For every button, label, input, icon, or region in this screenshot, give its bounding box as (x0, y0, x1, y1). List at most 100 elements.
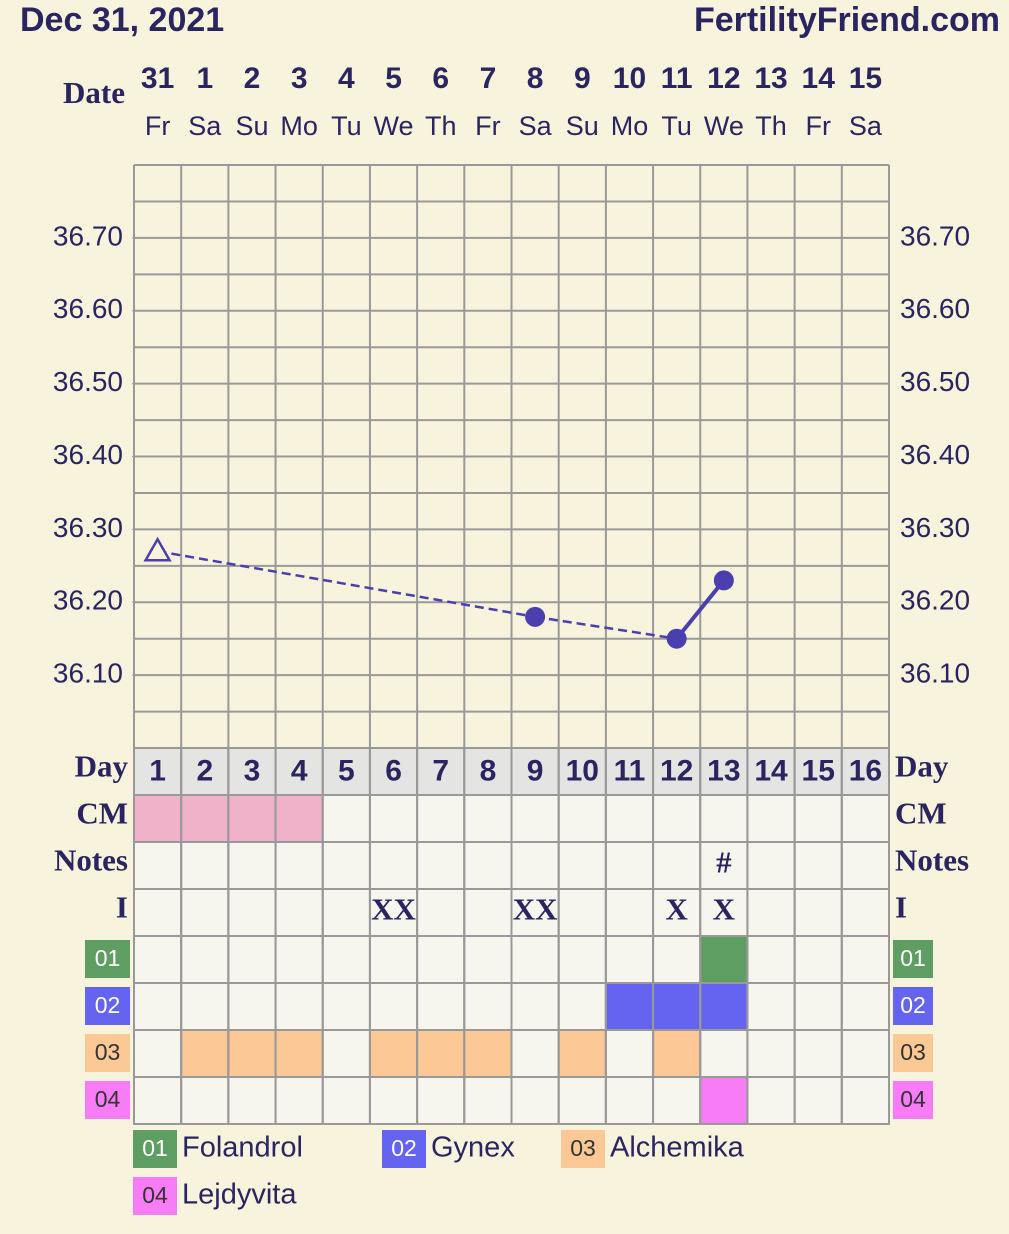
row-cell (180, 794, 230, 843)
row-cell (227, 888, 277, 937)
day-number: 8 (480, 754, 497, 787)
day-number: 13 (707, 754, 740, 787)
day-number: 7 (432, 754, 449, 787)
y-tick-label-right: 36.20 (900, 585, 970, 616)
medication-badge (85, 987, 130, 1025)
weekday-label: Mo (280, 111, 318, 141)
temperature-line (675, 579, 726, 640)
medication-cell (604, 982, 655, 1031)
y-tick-label-right: 36.10 (900, 658, 970, 689)
row-cell (699, 794, 749, 843)
day-cell (368, 747, 419, 796)
medication-cell (746, 982, 796, 1031)
row-cell (793, 794, 843, 843)
row-label: Day (75, 749, 129, 784)
row-cell (604, 841, 655, 890)
medication-cell (840, 935, 890, 984)
row-cell (746, 888, 796, 937)
day-cell (463, 747, 513, 796)
medication-cell (463, 1076, 513, 1125)
medication-cell (840, 1076, 890, 1125)
y-tick-label-right: 36.70 (900, 220, 970, 251)
medication-badge-code: 01 (95, 945, 121, 971)
weekday-label: Fr (805, 111, 830, 141)
medication-cell (840, 1029, 890, 1078)
row-cell (274, 841, 324, 890)
row-cell (274, 794, 324, 843)
row-cell (227, 794, 277, 843)
weekday-label: Tu (331, 111, 362, 141)
medication-cell (321, 1029, 371, 1078)
medication-cell (227, 1076, 277, 1125)
medication-cell (652, 1029, 702, 1078)
day-cell (840, 747, 890, 796)
medication-cell (416, 935, 466, 984)
medication-badge-right-code: 04 (900, 1086, 926, 1112)
medication-badge-code: 02 (95, 992, 121, 1018)
cell-text: XX (371, 892, 416, 927)
medication-cell (510, 982, 560, 1031)
y-tick-label-right: 36.40 (900, 439, 970, 470)
temperature-line (534, 615, 677, 640)
row-cell (840, 794, 890, 843)
row-cell (321, 794, 371, 843)
medication-cell (793, 1029, 843, 1078)
medication-cell (180, 935, 230, 984)
x-tick-label: 8 (527, 62, 544, 95)
weekday-label: Fr (145, 111, 170, 141)
x-tick-label: 11 (661, 62, 693, 95)
medication-cell (840, 982, 890, 1031)
x-tick-label: 14 (802, 62, 836, 95)
row-cell (746, 841, 796, 890)
row-cell (699, 841, 749, 890)
medication-cell (321, 1076, 371, 1125)
site-name: FertilityFriend.com (694, 1, 1000, 39)
x-tick-label: 1 (196, 62, 213, 95)
x-tick-label: 7 (480, 62, 497, 95)
medication-cell (699, 935, 749, 984)
y-tick-label: 36.40 (53, 439, 123, 470)
medication-cell (510, 935, 560, 984)
weekday-label: Th (755, 111, 787, 141)
medication-cell (557, 1029, 607, 1078)
row-label-right: Day (895, 749, 949, 784)
temperature-point (713, 570, 734, 591)
weekday-label: Sa (188, 111, 222, 141)
weekday-label: Sa (849, 111, 883, 141)
row-cell (746, 794, 796, 843)
row-cell (463, 841, 513, 890)
medication-cell (368, 1029, 419, 1078)
temperature-point (143, 536, 172, 562)
legend-label: Gynex (431, 1132, 515, 1164)
row-cell (840, 888, 890, 937)
weekday-label: We (374, 111, 414, 141)
row-cell (652, 841, 702, 890)
y-tick-label-right: 36.30 (900, 512, 970, 543)
medication-cell (133, 935, 183, 984)
weekday-label: Fr (475, 111, 500, 141)
medication-badge-right (893, 1034, 933, 1072)
x-tick-label: 13 (754, 62, 787, 95)
legend-badge-code: 01 (142, 1135, 168, 1161)
legend-badge-code: 03 (570, 1135, 596, 1161)
temperature-point (666, 628, 687, 649)
medication-badge-right-code: 01 (900, 945, 926, 971)
x-tick-label: 4 (338, 62, 355, 95)
medication-badge-right (893, 987, 933, 1025)
day-cell (699, 747, 749, 796)
medication-cell (368, 982, 419, 1031)
medication-badge-right-code: 02 (900, 992, 926, 1018)
medication-cell (180, 1076, 230, 1125)
medication-cell (510, 1029, 560, 1078)
medication-cell (652, 982, 702, 1031)
x-tick-label: 2 (244, 62, 261, 95)
medication-cell (604, 1076, 655, 1125)
x-tick-label: 31 (141, 62, 174, 95)
medication-cell (274, 935, 324, 984)
row-cell (321, 841, 371, 890)
row-cell (510, 841, 560, 890)
medication-cell (746, 1029, 796, 1078)
x-axis-label: Date (63, 75, 125, 110)
day-number: 12 (660, 754, 693, 787)
